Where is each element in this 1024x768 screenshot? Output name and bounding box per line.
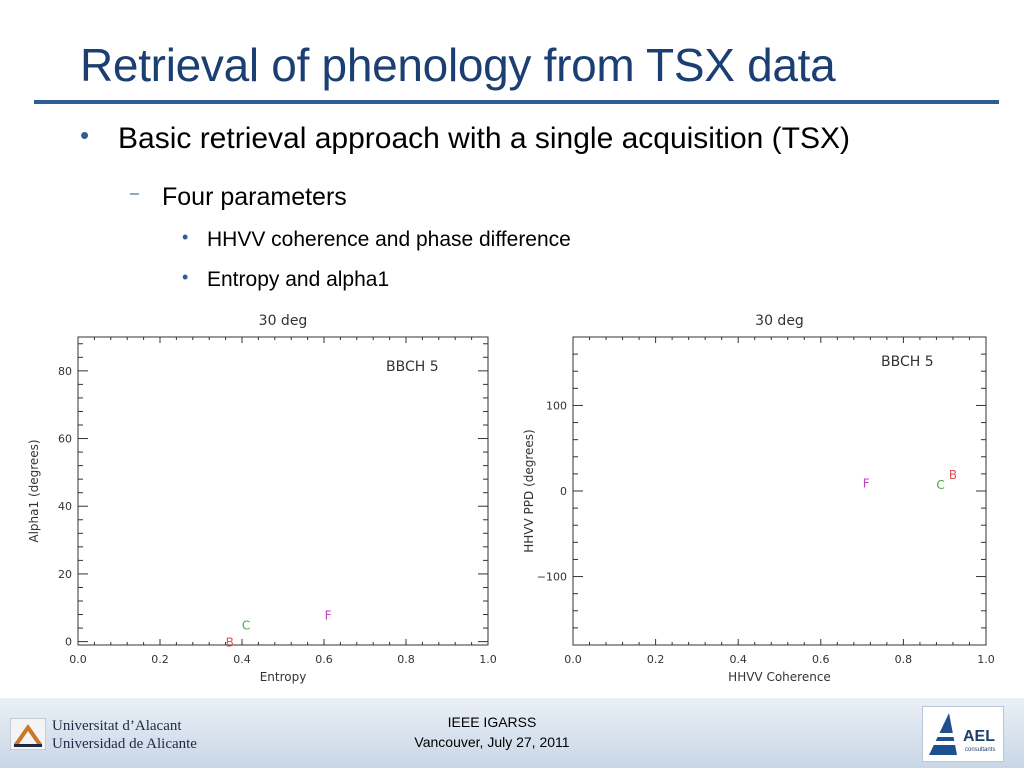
plot-frame (572, 336, 987, 646)
ael-logo: AEL consultants (922, 706, 1004, 762)
chart-entropy-alpha1: 0.0 0.2 0.4 0.6 0.8 1.0 0 20 40 60 80 30 deg Entropy… (27, 312, 500, 688)
data-point-C: C (242, 619, 250, 633)
y-tick-label: 60 (58, 433, 72, 446)
x-tick-label: 0.8 (895, 653, 913, 666)
bullet-text: Entropy and alpha1 (207, 268, 390, 291)
x-tick-label: 0.0 (564, 653, 582, 666)
x-axis-label: HHVV Coherence (728, 670, 831, 684)
ael-logo-icon: AEL consultants (929, 713, 995, 755)
y-axis-label: Alpha1 (degrees) (27, 439, 41, 542)
chart-canvas: 0.0 0.2 0.4 0.6 0.8 1.0 0 20 40 60 80 30 deg Entropy… (27, 313, 497, 684)
ael-logo-subtext: consultants (965, 747, 995, 753)
dash-marker: – (130, 185, 139, 202)
conference-venue-date: Vancouver, July 27, 2011 (414, 734, 570, 750)
x-tick-label: 0.4 (233, 653, 251, 666)
y-axis-label: HHVV PPD (degrees) (522, 429, 536, 552)
bullet-text: HHVV coherence and phase difference (207, 228, 571, 251)
university-name-valencian: Universitat d’Alacant (52, 718, 182, 734)
x-axis-label: Entropy (260, 670, 307, 684)
footer: Universitat d’Alacant Universidad de Ali… (0, 698, 1024, 768)
bbch-annotation: BBCH 5 (881, 354, 934, 370)
y-tick-label: 0 (560, 485, 567, 498)
plot-frame (77, 336, 489, 646)
chart-coherence-ppd: 0.0 0.2 0.4 0.6 0.8 1.0 −100 0 100 30 deg HHVV Coh… (508, 312, 998, 688)
bullet-text: Basic retrieval approach with a single a… (118, 122, 850, 155)
bbch-annotation: BBCH 5 (386, 359, 439, 375)
y-tick-label: 80 (58, 365, 72, 378)
x-tick-label: 0.2 (647, 653, 665, 666)
y-tick-label: 0 (65, 636, 72, 649)
x-tick-label: 0.0 (69, 653, 87, 666)
data-point-F: F (325, 609, 332, 623)
x-tick-label: 0.6 (812, 653, 830, 666)
title-rule (34, 100, 999, 104)
x-tick-label: 0.8 (397, 653, 415, 666)
x-tick-label: 1.0 (977, 653, 995, 666)
chart-canvas: 0.0 0.2 0.4 0.6 0.8 1.0 −100 0 100 30 deg HHVV Coh… (522, 313, 995, 684)
x-tick-label: 0.6 (315, 653, 333, 666)
bullet-text: Four parameters (162, 183, 347, 211)
x-tick-label: 0.4 (729, 653, 747, 666)
data-point-C: C (936, 478, 944, 492)
conference-name: IEEE IGARSS (447, 714, 537, 730)
y-tick-label: 40 (58, 500, 72, 513)
ael-logo-text: AEL (963, 728, 995, 745)
y-tick-label: 100 (546, 399, 567, 412)
y-tick-label: −100 (537, 571, 567, 584)
data-point-B: B (949, 468, 957, 482)
university-logo (10, 718, 46, 750)
data-point-F: F (863, 476, 870, 490)
y-tick-label: 20 (58, 568, 72, 581)
data-point-B: B (226, 636, 234, 650)
chart-title: 30 deg (755, 313, 804, 329)
university-name-spanish: Universidad de Alicante (52, 736, 197, 752)
slide-title: Retrieval of phenology from TSX data (80, 39, 836, 91)
bullet-marker: • (80, 120, 90, 150)
chart-title: 30 deg (259, 313, 308, 329)
bullet-marker: • (182, 267, 189, 287)
x-tick-label: 0.2 (151, 653, 169, 666)
x-tick-label: 1.0 (479, 653, 497, 666)
bullet-marker: • (182, 227, 189, 247)
